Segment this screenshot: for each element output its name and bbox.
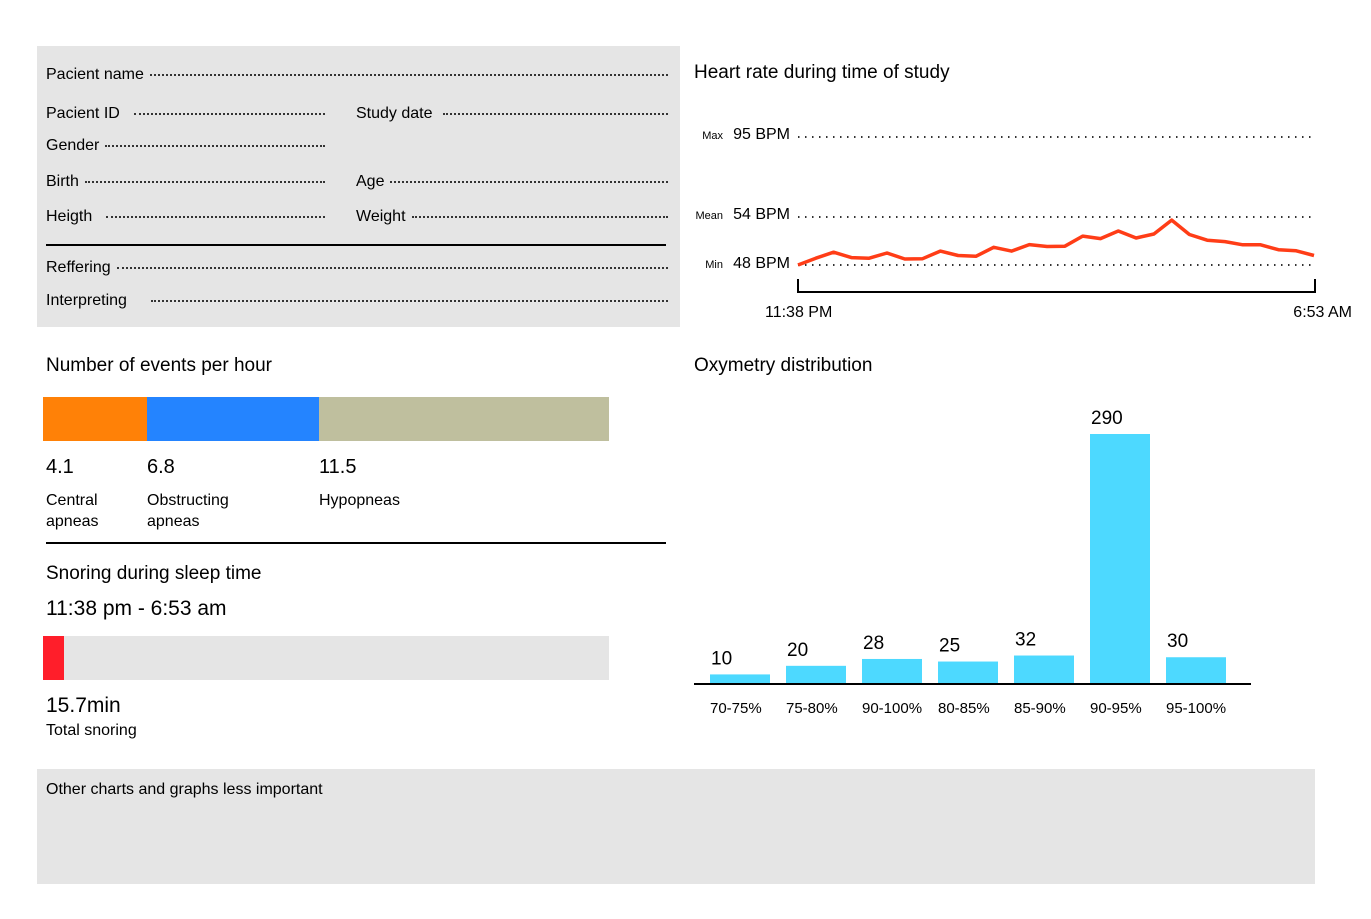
oxymetry-bar-95-100%	[1166, 657, 1226, 683]
hr-max-value: 95 BPM	[733, 126, 790, 143]
oxymetry-bar-80-85%	[938, 661, 998, 683]
height-label: Heigth	[46, 208, 93, 225]
hr-min-value: 48 BPM	[733, 255, 790, 272]
heart-rate-line	[797, 218, 1315, 267]
hypopneas-label: Hypopneas	[319, 492, 400, 509]
oxymetry-value-label: 20	[787, 640, 808, 661]
snoring-total-value: 15.7min	[46, 694, 121, 717]
study-date-label: Study date	[356, 105, 433, 122]
patient-id-field[interactable]: Pacient ID	[46, 105, 325, 125]
snoring-time-range: 11:38 pm - 6:53 am	[46, 597, 227, 620]
patient-name-field[interactable]: Pacient name	[46, 66, 668, 86]
height-field[interactable]: Heigth	[46, 208, 325, 228]
referring-label: Reffering	[46, 259, 111, 276]
oxymetry-bar-90-95%	[1090, 434, 1150, 683]
patient-info-panel: Pacient name Pacient ID Study date Gende…	[37, 46, 680, 327]
patient-divider	[46, 244, 666, 246]
oxymetry-value-label: 290	[1091, 408, 1123, 429]
study-date-field[interactable]: Study date	[356, 105, 668, 125]
hypopneas-value: 11.5	[319, 456, 357, 478]
snoring-bar-fill	[43, 636, 64, 680]
obstructing-apneas-segment	[147, 397, 319, 441]
age-label: Age	[356, 173, 385, 190]
hr-start-time: 11:38 PM	[765, 304, 832, 321]
other-charts-panel: Other charts and graphs less important	[37, 769, 1315, 884]
birth-field[interactable]: Birth	[46, 173, 325, 193]
gender-label: Gender	[46, 137, 100, 154]
central-apneas-value: 4.1	[46, 456, 74, 478]
obstructing-apneas-value: 6.8	[147, 456, 175, 478]
hr-max-tag: Max	[702, 130, 723, 142]
gender-field[interactable]: Gender	[46, 137, 325, 157]
oxymetry-category-label: 80-85%	[938, 700, 990, 717]
events-title: Number of events per hour	[46, 355, 273, 376]
oxymetry-value-label: 32	[1015, 630, 1036, 651]
hr-min-tag: Min	[705, 259, 723, 271]
referring-field[interactable]: Reffering	[46, 259, 668, 279]
central-apneas-label: Central apneas	[46, 492, 99, 530]
oxymetry-category-label: 70-75%	[710, 700, 762, 717]
oxymetry-bar-70-75%	[710, 674, 770, 683]
oxymetry-title: Oxymetry distribution	[694, 355, 873, 376]
interpreting-label: Interpreting	[46, 292, 127, 309]
snoring-total-label: Total snoring	[46, 722, 137, 739]
weight-label: Weight	[356, 208, 406, 225]
hypopneas-segment	[319, 397, 609, 441]
patient-id-label: Pacient ID	[46, 105, 120, 122]
snoring-bar-track	[43, 636, 609, 680]
weight-field[interactable]: Weight	[356, 208, 668, 228]
hr-time-bracket	[797, 279, 1316, 293]
oxymetry-category-label: 85-90%	[1014, 700, 1066, 717]
events-divider	[46, 542, 666, 544]
patient-name-label: Pacient name	[46, 66, 144, 83]
oxymetry-value-label: 25	[939, 636, 960, 657]
oxymetry-category-label: 95-100%	[1166, 700, 1226, 717]
oxymetry-value-label: 30	[1167, 631, 1188, 652]
oxymetry-category-label: 90-95%	[1090, 700, 1142, 717]
birth-label: Birth	[46, 173, 79, 190]
hr-mean-value: 54 BPM	[733, 206, 790, 223]
hr-reference-lines	[798, 136, 1316, 266]
snoring-title: Snoring during sleep time	[46, 563, 262, 584]
heart-rate-chart: Max 95 BPM Mean 54 BPM Min 48 BPM 11:38 …	[695, 126, 1352, 321]
oxymetry-category-label: 75-80%	[786, 700, 838, 717]
heart-rate-title: Heart rate during time of study	[694, 62, 950, 83]
hr-mean-tag: Mean	[695, 210, 723, 222]
oxymetry-bar-85-90%	[1014, 655, 1074, 683]
obstructing-apneas-label: Obstructing apneas	[147, 492, 229, 530]
hr-end-time: 6:53 AM	[1293, 304, 1352, 321]
oxymetry-category-label: 90-100%	[862, 700, 922, 717]
age-field[interactable]: Age	[356, 173, 668, 193]
other-charts-label: Other charts and graphs less important	[46, 781, 323, 798]
oxymetry-chart: 10 70-75% 20 75-80% 28 90-100% 25 80-85% 32 85-90…	[694, 408, 1251, 717]
oxymetry-bar-75-80%	[786, 665, 846, 683]
central-apneas-segment	[43, 397, 147, 441]
oxymetry-value-label: 28	[863, 633, 884, 654]
interpreting-field[interactable]: Interpreting	[46, 292, 668, 312]
oxymetry-value-label: 10	[711, 648, 732, 669]
oxymetry-bar-90-100%	[862, 658, 922, 683]
